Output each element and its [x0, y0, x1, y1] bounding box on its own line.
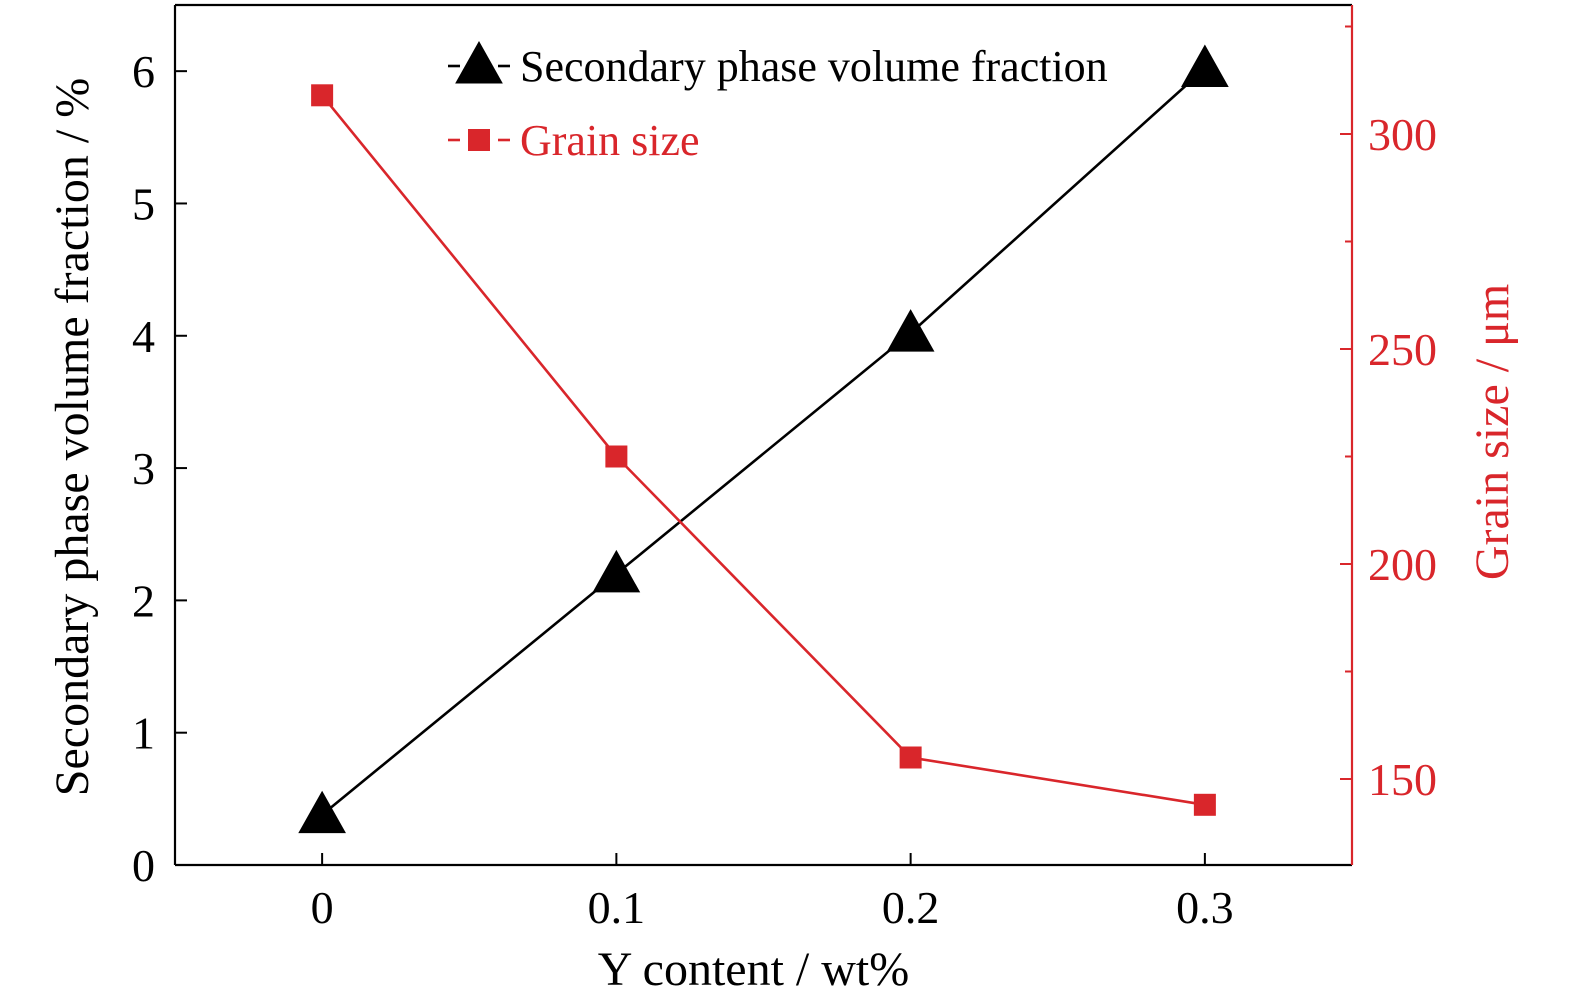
legend-label: Grain size — [520, 116, 700, 165]
square-marker — [311, 84, 334, 107]
triangle-marker — [592, 549, 641, 593]
x-tick-label: 0.2 — [882, 882, 940, 933]
triangle-marker — [298, 790, 346, 834]
triangle-marker — [455, 40, 503, 84]
series-0 — [298, 44, 1229, 834]
x-tick-label: 0 — [311, 882, 334, 933]
series-1 — [311, 84, 1216, 816]
series-layer — [298, 44, 1229, 834]
series-line — [321, 94, 1206, 807]
square-marker — [468, 129, 490, 151]
x-tick-label: 0.3 — [1176, 882, 1234, 933]
y-right-tick-label: 250 — [1368, 324, 1437, 375]
y-left-tick-label: 6 — [132, 46, 155, 97]
square-marker — [605, 445, 628, 468]
legend-entry: Secondary phase volume fraction — [448, 40, 1108, 91]
y-left-tick-label: 0 — [132, 840, 155, 891]
y-right-tick-label: 300 — [1368, 109, 1437, 160]
series-line — [321, 67, 1206, 816]
y-axis-left-title: Secondary phase volume fraction / % — [46, 78, 99, 796]
y-right-tick-label: 150 — [1368, 754, 1437, 805]
square-marker — [899, 746, 922, 769]
triangle-marker — [886, 309, 935, 352]
y-left-tick-label: 5 — [132, 178, 155, 229]
y-right-tick-label: 200 — [1368, 539, 1437, 590]
y-axis-right-title: Grain size / μm — [1466, 284, 1519, 580]
legend-label: Secondary phase volume fraction — [520, 42, 1108, 91]
y-left-tick-label: 2 — [132, 575, 155, 626]
legend-entry: Grain size — [448, 116, 700, 165]
axes: 0 0.1 0.2 0.3 0 1 2 3 4 5 6 150 200 250 300 — [132, 3, 1437, 933]
legend: Secondary phase volume fraction Grain siz… — [448, 40, 1108, 165]
y-left-tick-label: 1 — [132, 708, 155, 759]
x-axis-title: Y content / wt% — [598, 943, 909, 996]
y-left-tick-label: 3 — [132, 443, 155, 494]
triangle-marker — [1181, 44, 1229, 87]
square-marker — [1193, 793, 1216, 816]
y-left-tick-label: 4 — [132, 311, 155, 362]
x-tick-label: 0.1 — [588, 882, 646, 933]
